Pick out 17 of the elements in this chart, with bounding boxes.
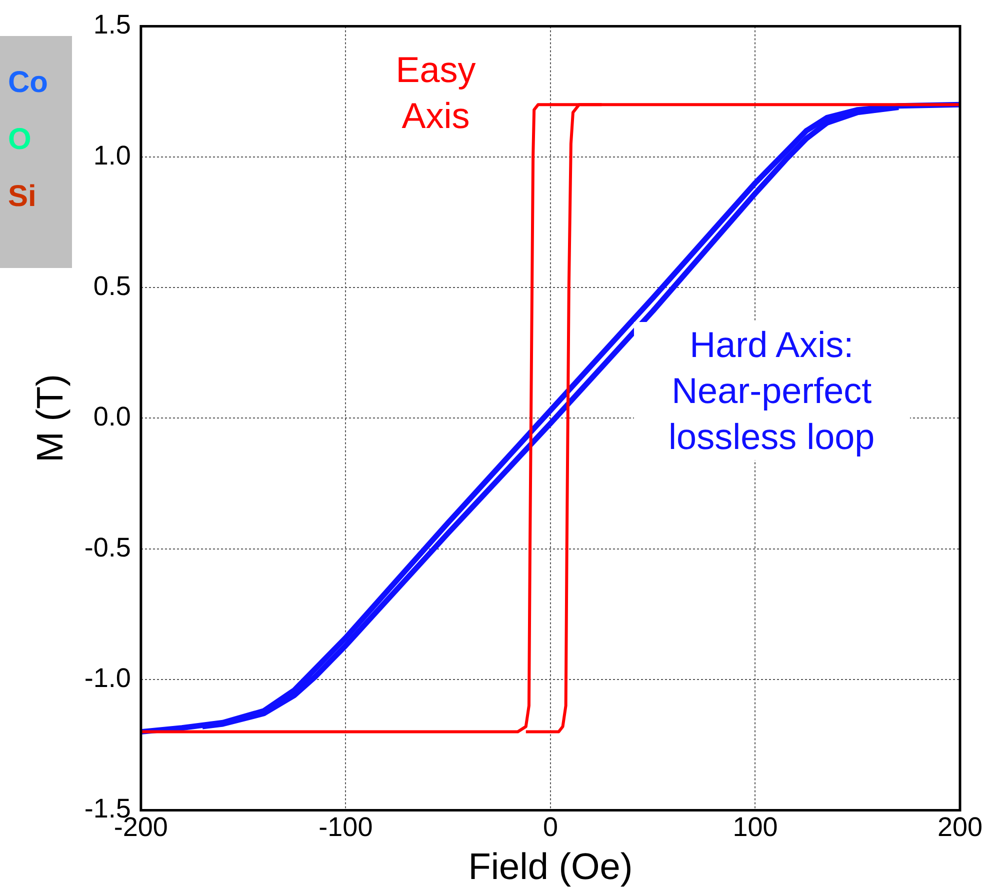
y-tick-label: 1.0	[93, 140, 131, 170]
y-tick-label: -1.0	[84, 662, 131, 693]
y-tick-label: 0.5	[93, 270, 131, 301]
series-label: Easy Axis	[368, 46, 504, 139]
series-label: Hard Axis: Near-perfect lossless loop	[634, 322, 910, 460]
text: Si	[7, 179, 38, 215]
text: O	[7, 122, 32, 158]
x-tick-label: 0	[542, 812, 558, 842]
y-tick-label: 0.0	[93, 402, 131, 432]
x-tick-label: 100	[732, 812, 778, 842]
x-axis-title: Field (Oe)	[468, 846, 633, 888]
y-tick-label: 1.5	[93, 10, 131, 40]
y-tick-label: -0.5	[84, 532, 131, 562]
x-tick-label: -100	[318, 812, 373, 842]
text: Co	[7, 65, 49, 101]
x-tick-label: 200	[937, 812, 983, 842]
y-axis-title: M (T)	[29, 374, 70, 462]
